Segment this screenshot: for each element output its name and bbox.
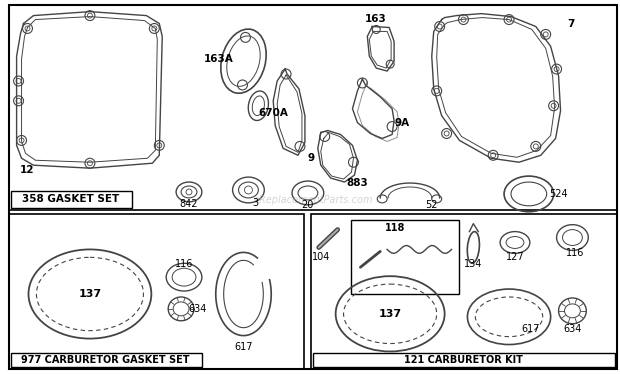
Text: 118: 118 bbox=[385, 223, 405, 233]
Text: 163A: 163A bbox=[204, 54, 234, 64]
Text: 883: 883 bbox=[347, 178, 368, 188]
Text: eReplacementParts.com: eReplacementParts.com bbox=[253, 195, 373, 205]
Text: 163: 163 bbox=[365, 13, 386, 24]
Text: 358 GASKET SET: 358 GASKET SET bbox=[22, 194, 120, 204]
Text: 104: 104 bbox=[312, 252, 330, 262]
Text: 977 CARBURETOR GASKET SET: 977 CARBURETOR GASKET SET bbox=[20, 355, 189, 365]
Bar bbox=[11, 191, 131, 208]
Text: 134: 134 bbox=[464, 259, 482, 269]
Text: 116: 116 bbox=[175, 259, 193, 269]
Bar bbox=[9, 5, 617, 210]
Text: 127: 127 bbox=[506, 252, 525, 262]
Text: 121 CARBURETOR KIT: 121 CARBURETOR KIT bbox=[404, 355, 523, 365]
Bar bbox=[9, 214, 304, 369]
Text: 670A: 670A bbox=[259, 108, 288, 118]
Text: 9A: 9A bbox=[394, 117, 410, 128]
Text: 137: 137 bbox=[78, 289, 102, 299]
Text: 524: 524 bbox=[549, 189, 568, 199]
Text: 617: 617 bbox=[521, 324, 540, 334]
Text: 20: 20 bbox=[302, 200, 314, 210]
Text: 617: 617 bbox=[234, 341, 253, 352]
Bar bbox=[11, 353, 202, 367]
Text: 634: 634 bbox=[563, 324, 582, 334]
Text: 52: 52 bbox=[425, 200, 438, 210]
Text: 634: 634 bbox=[188, 304, 207, 314]
Text: 9: 9 bbox=[308, 153, 314, 163]
Bar bbox=[313, 353, 615, 367]
Text: 842: 842 bbox=[180, 199, 198, 209]
Text: 137: 137 bbox=[379, 309, 402, 319]
Text: 7: 7 bbox=[567, 19, 574, 28]
Text: 12: 12 bbox=[20, 165, 35, 175]
Text: 116: 116 bbox=[566, 248, 585, 258]
Text: 3: 3 bbox=[252, 198, 259, 208]
Bar bbox=[350, 220, 459, 294]
Bar bbox=[311, 214, 617, 369]
